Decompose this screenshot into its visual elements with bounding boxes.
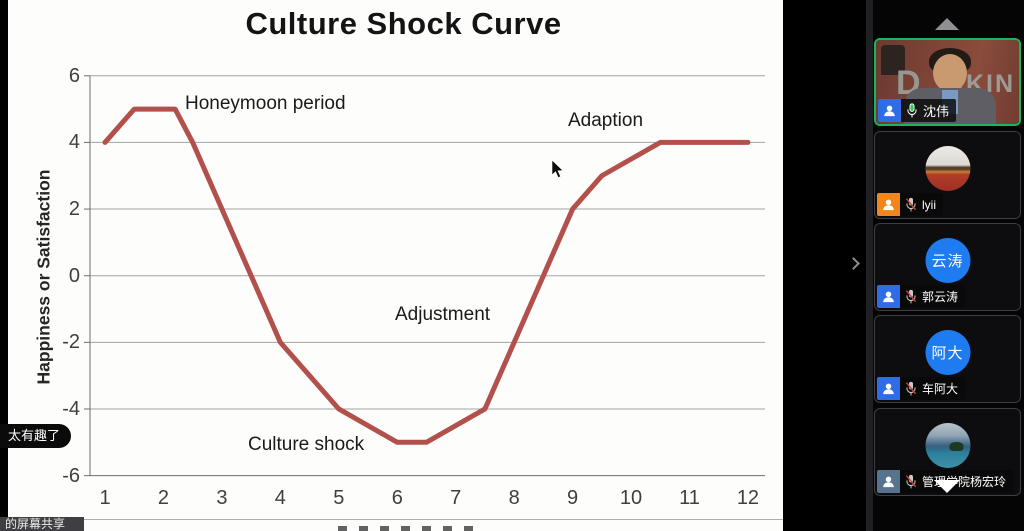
participant-name: 郭云涛 — [922, 290, 959, 304]
xaxis-title-cutoff — [338, 526, 480, 531]
x-tick-label: 9 — [567, 487, 579, 509]
chart-annotation: Honeymoon period — [185, 93, 346, 114]
x-tick-label: 2 — [157, 487, 169, 509]
y-tick-label: 2 — [68, 198, 80, 221]
participant-role-icon — [878, 99, 901, 122]
y-tick-label: -2 — [62, 331, 80, 354]
mic-muted-icon — [905, 197, 917, 212]
x-tick-label: 6 — [391, 487, 403, 509]
scroll-down-icon[interactable] — [934, 480, 960, 493]
participant-name: 车阿大 — [922, 382, 959, 396]
participant-role-icon — [877, 470, 900, 493]
person-icon — [884, 105, 895, 117]
screen-share-label: 的屏幕共享 — [0, 517, 84, 531]
chat-message-bubble: 太有趣了 — [0, 424, 72, 448]
chart-annotation: Adjustment — [395, 304, 491, 325]
y-tick-label: -6 — [62, 464, 80, 487]
participant-role-icon — [877, 193, 900, 216]
x-tick-label: 10 — [619, 487, 643, 509]
x-tick-label: 1 — [99, 487, 111, 509]
participant-avatar-photo — [925, 146, 970, 191]
x-tick-label: 3 — [216, 487, 228, 509]
participant-avatar-initials: 阿大 — [925, 330, 970, 375]
person-icon — [883, 291, 894, 303]
participant-role-icon — [877, 377, 900, 400]
participants-sidebar: D AKIN 沈伟 — [873, 0, 1024, 531]
mic-muted-icon — [905, 474, 917, 489]
x-tick-label: 11 — [679, 487, 700, 509]
sidebar-collapse-chevron-icon[interactable] — [847, 257, 860, 270]
participant-tile-cheada[interactable]: 阿大 车阿大 — [874, 315, 1021, 403]
participant-tile-guoyuntao[interactable]: 云涛 郭云涛 — [874, 223, 1021, 311]
chart-annotation: Adaption — [568, 110, 644, 131]
chart-title: Culture Shock Curve — [245, 6, 562, 41]
mic-muted-icon — [905, 381, 917, 396]
person-face — [933, 54, 967, 92]
x-tick-label: 7 — [450, 487, 462, 509]
mic-on-icon — [907, 103, 917, 118]
participant-role-icon — [877, 285, 900, 308]
x-tick-label: 12 — [736, 487, 760, 509]
person-icon — [883, 476, 894, 488]
participant-tile-lyii[interactable]: lyii — [874, 131, 1021, 219]
chart-annotation: Culture shock — [248, 434, 365, 455]
y-tick-label: 6 — [68, 64, 80, 87]
participant-avatar-initials: 云涛 — [925, 238, 970, 283]
mic-muted-icon — [905, 289, 917, 304]
x-tick-label: 8 — [508, 487, 520, 509]
avatar-island-trees — [949, 442, 963, 451]
scroll-up-icon[interactable] — [935, 18, 959, 30]
mouse-cursor — [551, 160, 564, 178]
sidebar-divider — [866, 0, 873, 531]
participant-name: 沈伟 — [923, 104, 950, 119]
participant-avatar-photo — [925, 423, 970, 468]
y-tick-label: -4 — [62, 397, 80, 420]
y-tick-label: 0 — [68, 264, 80, 287]
x-tick-label: 4 — [274, 487, 286, 509]
participant-tile-shenwei[interactable]: D AKIN 沈伟 — [874, 38, 1021, 126]
building-arch — [881, 45, 905, 75]
shared-screen-slide: Culture Shock Curve — [8, 0, 783, 531]
bottom-toolbar-edge — [84, 519, 783, 520]
participant-name: lyii — [922, 197, 936, 212]
person-icon — [883, 199, 894, 211]
x-tick-label: 5 — [333, 487, 345, 509]
y-tick-label: 4 — [68, 131, 80, 154]
person-icon — [883, 383, 894, 395]
